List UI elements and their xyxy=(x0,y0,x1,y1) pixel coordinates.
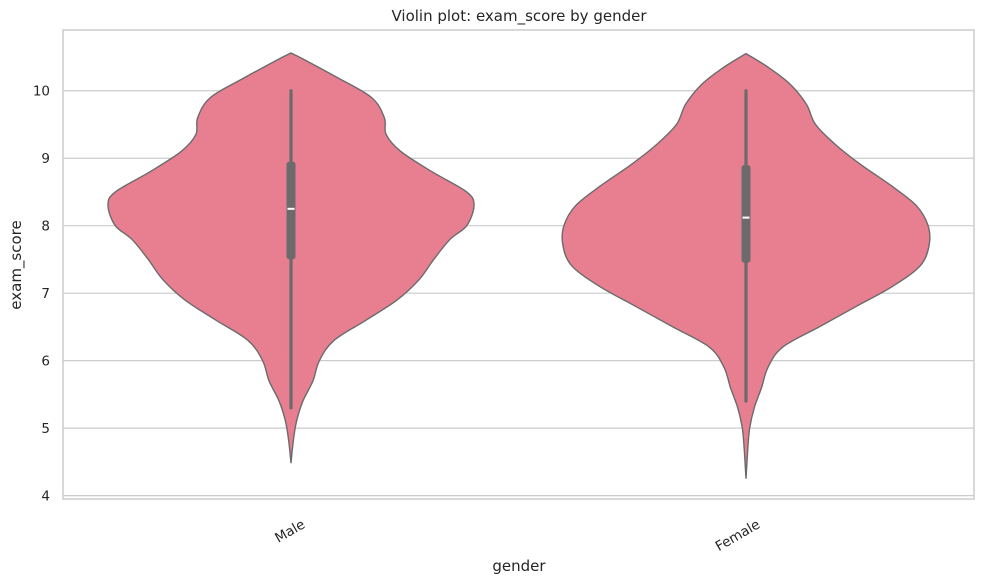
chart-title: Violin plot: exam_score by gender xyxy=(391,7,647,26)
y-tick-label: 9 xyxy=(41,151,50,167)
x-axis-label: gender xyxy=(492,557,546,575)
y-tick-label: 5 xyxy=(41,421,50,437)
violins xyxy=(107,52,931,479)
y-tick-label: 4 xyxy=(41,489,50,505)
y-axis-label: exam_score xyxy=(7,220,26,309)
x-tick-labels: Male Female xyxy=(272,517,763,555)
y-tick-label: 7 xyxy=(41,286,50,302)
y-tick-label: 6 xyxy=(41,354,50,370)
iqr-box xyxy=(286,161,296,260)
y-tick-labels: 4 5 6 7 8 9 10 xyxy=(33,84,50,505)
x-tick-label: Female xyxy=(713,517,763,555)
x-tick-label: Male xyxy=(272,517,308,547)
violin-male xyxy=(107,52,475,464)
violin-female xyxy=(561,52,931,479)
iqr-box xyxy=(741,164,751,263)
y-tick-label: 10 xyxy=(33,84,50,100)
plot-frame xyxy=(62,29,975,500)
y-tick-label: 8 xyxy=(41,219,50,235)
